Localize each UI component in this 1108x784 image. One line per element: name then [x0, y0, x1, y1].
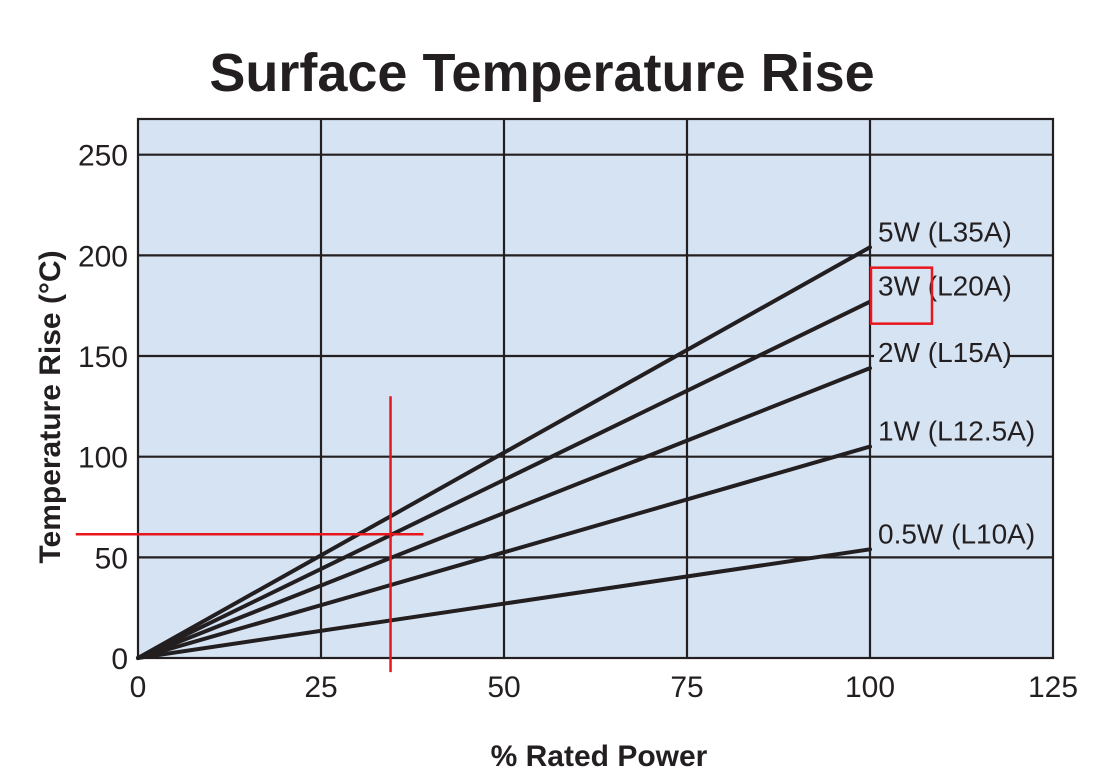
series-label-background	[874, 215, 1010, 250]
series-line	[136, 547, 872, 660]
series-line	[136, 366, 872, 660]
x-tick-label: 0	[130, 671, 147, 704]
y-axis-label: Temperature Rise (°C)	[34, 250, 67, 563]
series-line	[136, 245, 872, 660]
y-tick-label: 50	[95, 542, 128, 575]
series-line	[136, 299, 872, 660]
series-label: 0.5W (L10A)	[878, 518, 1035, 549]
x-tick-label: 25	[304, 671, 337, 704]
series-label: 5W (L35A)	[878, 216, 1012, 247]
series-lines	[136, 245, 872, 660]
y-tick-label: 250	[78, 140, 128, 173]
x-tick-label: 100	[845, 671, 895, 704]
series-line	[136, 444, 872, 660]
x-axis-label: % Rated Power	[491, 740, 708, 773]
series-label-background	[874, 336, 1010, 371]
x-tick-label: 50	[487, 671, 520, 704]
y-tick-label: 200	[78, 240, 128, 273]
x-tick-label: 75	[670, 671, 703, 704]
y-tick-label: 0	[111, 643, 128, 676]
gridlines	[136, 117, 1055, 660]
series-label-background	[874, 414, 1039, 449]
tick-labels: 0 25 50 75 100 125 0 50 100 150 200 250	[78, 140, 1078, 704]
y-tick-label: 100	[78, 442, 128, 475]
series-label-background	[874, 269, 1010, 304]
x-tick-label: 125	[1028, 671, 1078, 704]
plot-border	[136, 117, 1055, 660]
series-label: 1W (L12.5A)	[878, 416, 1035, 447]
highlight-box	[869, 266, 934, 325]
chart-title: Surface Temperature Rise	[209, 43, 874, 103]
plot-area	[138, 119, 1053, 658]
series-label-background	[874, 517, 1039, 552]
y-tick-label: 150	[78, 341, 128, 374]
series-label: 3W (L20A)	[878, 271, 1012, 302]
series-labels: 5W (L35A) 3W (L20A) 2W (L15A) 1W (L12.5A) 0.…	[874, 215, 1039, 552]
series-label: 2W (L15A)	[878, 337, 1012, 368]
annotations	[75, 266, 934, 673]
